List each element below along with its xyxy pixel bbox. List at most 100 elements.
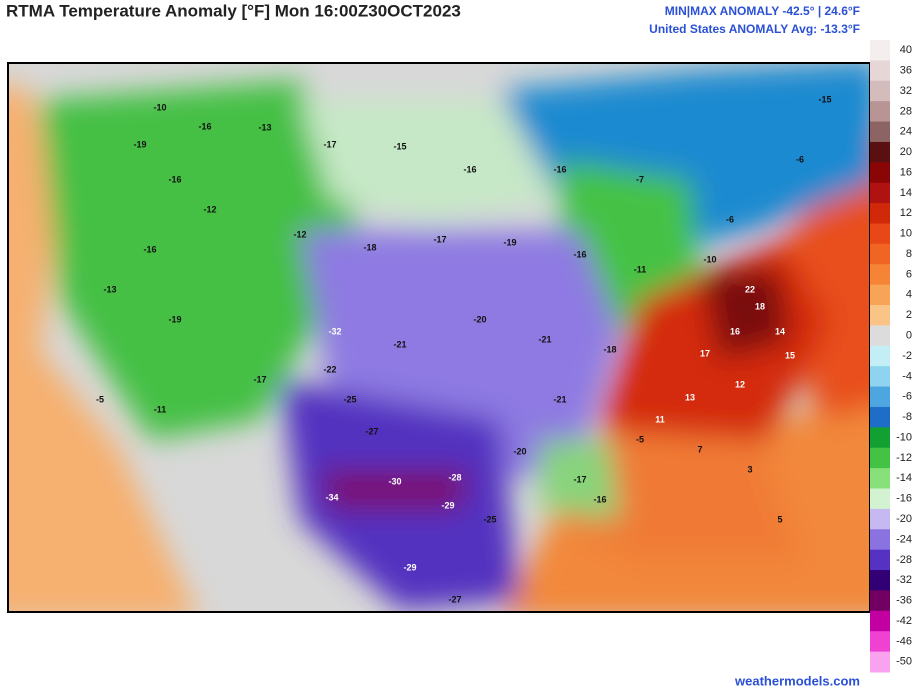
station-value: -32 (328, 326, 341, 336)
station-value: -27 (448, 594, 461, 604)
colorbar-label: -4 (902, 370, 912, 382)
color-swatch (870, 366, 890, 388)
station-value: -29 (441, 500, 454, 510)
colorbar-label: 10 (900, 228, 912, 240)
station-value: -5 (636, 434, 644, 444)
station-value: -19 (503, 237, 516, 247)
station-value: -16 (463, 164, 476, 174)
station-value: -30 (388, 476, 401, 486)
station-value: 22 (745, 284, 755, 294)
colorbar-label: 28 (900, 105, 912, 117)
station-value: -19 (133, 139, 146, 149)
map (8, 63, 870, 612)
station-value: -10 (703, 254, 716, 264)
station-value: 18 (755, 301, 765, 311)
color-swatch (870, 345, 890, 367)
station-value: 16 (730, 326, 740, 336)
station-value: -15 (818, 94, 831, 104)
station-value: -6 (726, 214, 734, 224)
station-value: -12 (203, 204, 216, 214)
colorbar-label: -32 (896, 574, 912, 586)
color-swatch (870, 264, 890, 286)
colorbar-label: -2 (902, 350, 912, 362)
colorbar-label: 36 (900, 64, 912, 76)
colorbar-label: -10 (896, 431, 912, 443)
stats: MIN|MAX ANOMALY -42.5° | 24.6°F (665, 4, 860, 18)
station-value: -29 (403, 562, 416, 572)
colorbar-label: 16 (900, 166, 912, 178)
colorbar-label: -36 (896, 595, 912, 607)
colorbar-label: 12 (900, 207, 912, 219)
station-value: -16 (198, 121, 211, 131)
station-value: -5 (96, 394, 104, 404)
station-value: -16 (593, 494, 606, 504)
colorbar-label: -6 (902, 391, 912, 403)
color-swatch (870, 305, 890, 326)
color-swatch (870, 468, 890, 490)
colorbar-label: 40 (900, 44, 912, 56)
station-value: 3 (747, 464, 752, 474)
colorbar-label: -28 (896, 554, 912, 566)
colorbar-label: -24 (896, 533, 912, 545)
color-swatch (870, 427, 890, 449)
color-swatch (870, 141, 890, 163)
station-value: 17 (700, 348, 710, 358)
station-value: -13 (103, 284, 116, 294)
color-swatch (870, 570, 890, 591)
color-swatch (870, 162, 890, 184)
color-swatch (870, 549, 890, 571)
station-value: -18 (603, 344, 616, 354)
color-swatch (870, 203, 890, 224)
station-value: 13 (685, 392, 695, 402)
stats: United States ANOMALY Avg: -13.3°F (649, 22, 860, 36)
colorbar-label: 4 (906, 289, 912, 301)
color-swatch (870, 223, 890, 245)
station-value: -21 (538, 334, 551, 344)
colorbar-label: 2 (906, 309, 912, 321)
title: RTMA Temperature Anomaly [°F] Mon 16:00Z… (6, 1, 461, 20)
color-swatch (870, 386, 890, 408)
station-value: -34 (325, 492, 338, 502)
color-swatch (870, 406, 890, 428)
station-value: -25 (483, 514, 496, 524)
station-value: -21 (553, 394, 566, 404)
color-swatch (870, 508, 890, 530)
station-value: -16 (553, 164, 566, 174)
color-swatch (870, 80, 890, 102)
station-value: 7 (697, 444, 702, 454)
station-value: -17 (433, 234, 446, 244)
station-value: -16 (143, 244, 156, 254)
station-value: -19 (168, 314, 181, 324)
station-value: -17 (253, 374, 266, 384)
station-value: -15 (393, 141, 406, 151)
station-value: -7 (636, 174, 644, 184)
colorbar-label: 32 (900, 85, 912, 97)
station-value: -10 (153, 102, 166, 112)
station-value: 14 (775, 326, 785, 336)
station-value: -12 (293, 229, 306, 239)
credit: weathermodels.com (734, 673, 860, 688)
color-swatch (870, 488, 890, 510)
color-swatch (870, 101, 890, 123)
color-swatch (870, 284, 890, 306)
station-value: -16 (573, 249, 586, 259)
station-value: -27 (365, 426, 378, 436)
color-swatch (870, 590, 890, 612)
colorbar-label: -50 (896, 656, 912, 668)
color-swatch (870, 447, 890, 469)
station-value: -20 (473, 314, 486, 324)
station-value: -13 (258, 122, 271, 132)
colorbar-label: -42 (896, 615, 912, 627)
colorbar-label: -14 (896, 472, 912, 484)
colorbar-label: 6 (906, 268, 912, 280)
color-swatch (870, 40, 890, 61)
color-swatch (870, 610, 890, 632)
station-value: -18 (363, 242, 376, 252)
colorbar-label: -46 (896, 635, 912, 647)
station-value: 15 (785, 350, 795, 360)
color-swatch (870, 651, 890, 673)
station-labels: -10 -16 -19 -13 -17 -15 -16 -16 -7 -6 -6 -15 -16 -12 -… (96, 94, 832, 604)
station-value: -17 (323, 139, 336, 149)
station-value: -21 (393, 339, 406, 349)
